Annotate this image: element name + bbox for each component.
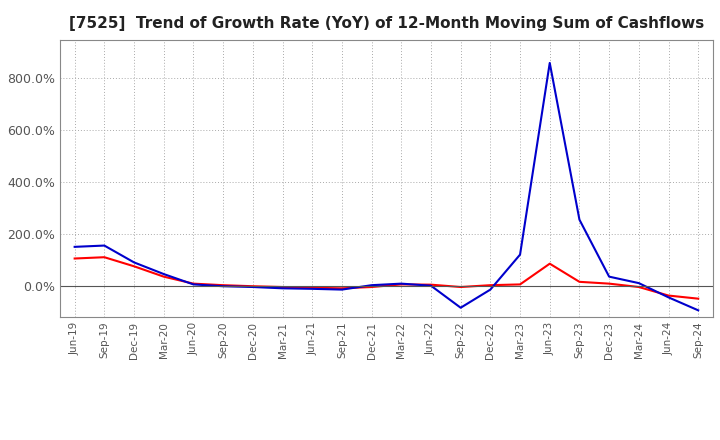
Operating Cashflow bbox=[248, 284, 257, 289]
Free Cashflow bbox=[278, 286, 287, 291]
Free Cashflow bbox=[664, 295, 672, 300]
Free Cashflow bbox=[338, 287, 346, 292]
Operating Cashflow bbox=[71, 256, 79, 261]
Free Cashflow bbox=[546, 60, 554, 66]
Operating Cashflow bbox=[516, 282, 524, 287]
Operating Cashflow bbox=[189, 281, 198, 286]
Free Cashflow bbox=[634, 280, 643, 286]
Operating Cashflow bbox=[308, 285, 317, 290]
Free Cashflow bbox=[605, 274, 613, 279]
Operating Cashflow bbox=[159, 274, 168, 279]
Free Cashflow bbox=[248, 284, 257, 290]
Free Cashflow bbox=[219, 284, 228, 289]
Free Cashflow bbox=[130, 260, 138, 265]
Operating Cashflow bbox=[575, 279, 584, 285]
Free Cashflow bbox=[694, 308, 703, 313]
Free Cashflow bbox=[367, 282, 376, 288]
Line: Operating Cashflow: Operating Cashflow bbox=[75, 257, 698, 299]
Free Cashflow bbox=[100, 243, 109, 248]
Operating Cashflow bbox=[219, 282, 228, 288]
Free Cashflow bbox=[516, 252, 524, 257]
Operating Cashflow bbox=[605, 281, 613, 286]
Operating Cashflow bbox=[694, 296, 703, 301]
Title: [7525]  Trend of Growth Rate (YoY) of 12-Month Moving Sum of Cashflows: [7525] Trend of Growth Rate (YoY) of 12-… bbox=[69, 16, 704, 32]
Free Cashflow bbox=[575, 217, 584, 222]
Operating Cashflow bbox=[546, 261, 554, 266]
Free Cashflow bbox=[397, 281, 405, 286]
Operating Cashflow bbox=[367, 284, 376, 290]
Operating Cashflow bbox=[634, 284, 643, 290]
Free Cashflow bbox=[159, 271, 168, 277]
Operating Cashflow bbox=[486, 282, 495, 288]
Free Cashflow bbox=[308, 286, 317, 291]
Free Cashflow bbox=[189, 282, 198, 287]
Free Cashflow bbox=[456, 305, 465, 310]
Operating Cashflow bbox=[278, 284, 287, 290]
Operating Cashflow bbox=[130, 264, 138, 269]
Operating Cashflow bbox=[100, 255, 109, 260]
Operating Cashflow bbox=[664, 293, 672, 298]
Free Cashflow bbox=[71, 244, 79, 249]
Free Cashflow bbox=[486, 287, 495, 292]
Operating Cashflow bbox=[427, 282, 436, 287]
Operating Cashflow bbox=[456, 284, 465, 290]
Free Cashflow bbox=[427, 283, 436, 288]
Line: Free Cashflow: Free Cashflow bbox=[75, 63, 698, 310]
Operating Cashflow bbox=[397, 282, 405, 287]
Operating Cashflow bbox=[338, 286, 346, 291]
